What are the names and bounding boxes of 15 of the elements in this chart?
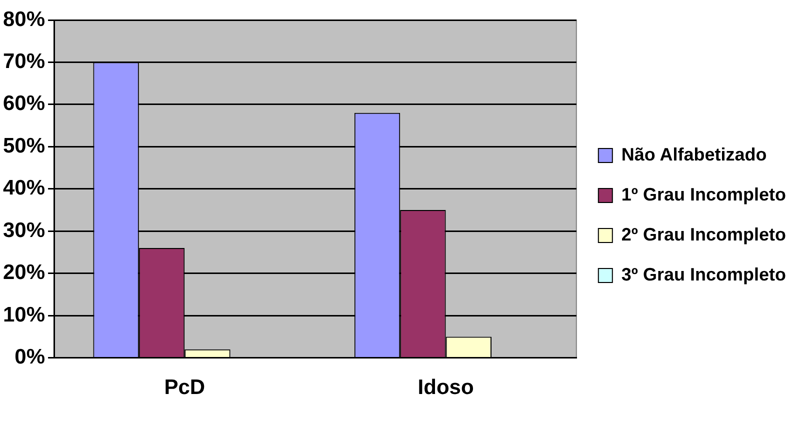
y-tick-label: 20%	[3, 261, 46, 284]
legend-label: 3º Grau Incompleto	[621, 264, 786, 284]
y-tick-label: 30%	[3, 218, 46, 242]
x-tick-label: Idoso	[418, 376, 474, 400]
y-tick-label: 50%	[3, 134, 46, 158]
y-tick-label: 60%	[3, 92, 46, 116]
y-tick-label: 70%	[3, 50, 46, 74]
legend-label: Não Alfabetizado	[621, 144, 767, 164]
y-tick-label: 80%	[3, 8, 46, 31]
y-tick-label: 40%	[3, 176, 46, 200]
x-tick-label: PcD	[164, 376, 206, 400]
legend-label: 2º Grau Incompleto	[621, 224, 786, 244]
y-tick-label: 0%	[14, 346, 46, 369]
y-tick-label: 10%	[3, 303, 46, 326]
legend-label: 1º Grau Incompleto	[621, 184, 786, 204]
